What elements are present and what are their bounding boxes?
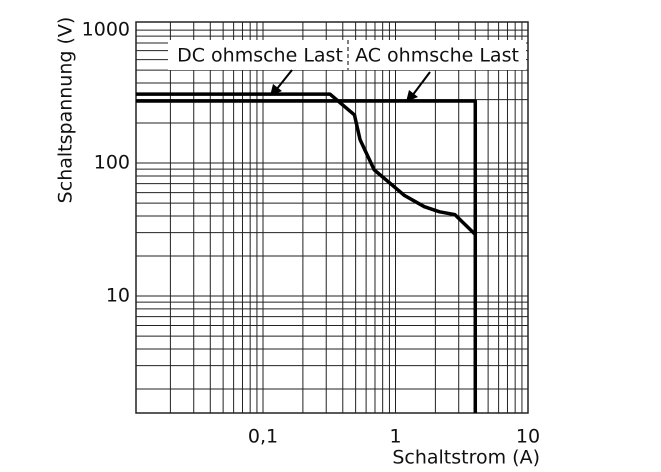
dc-annotation: DC ohmsche Last	[177, 45, 343, 67]
label-box	[168, 40, 526, 70]
y-tick-label: 100	[94, 152, 130, 174]
arrows	[270, 69, 431, 102]
x-tick-label: 0,1	[248, 426, 278, 448]
x-tick-label: 1	[389, 426, 401, 448]
x-tick-label: 10	[516, 426, 540, 448]
y-tick-label: 1000	[82, 19, 130, 41]
series-line	[136, 92, 477, 236]
y-axis-label: Schaltspannung (V)	[55, 17, 77, 204]
x-axis-label: Schaltstrom (A)	[392, 447, 540, 469]
series-line	[136, 99, 478, 413]
y-tick-label: 10	[106, 285, 130, 307]
ac-annotation: AC ohmsche Last	[355, 45, 519, 67]
plot-frame	[135, 21, 529, 414]
